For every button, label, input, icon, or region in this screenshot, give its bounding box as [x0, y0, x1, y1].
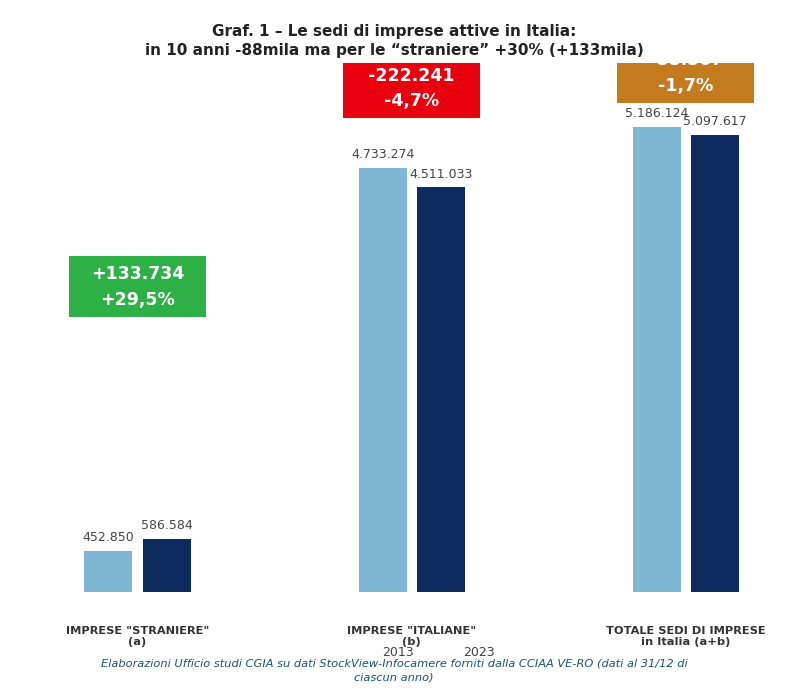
Bar — [143, 539, 191, 592]
FancyBboxPatch shape — [344, 57, 480, 118]
Text: 4.733.274: 4.733.274 — [351, 148, 414, 160]
FancyBboxPatch shape — [433, 642, 453, 663]
FancyBboxPatch shape — [617, 42, 754, 103]
Text: Graf. 1 – Le sedi di imprese attive in Italia:: Graf. 1 – Le sedi di imprese attive in I… — [212, 24, 576, 39]
Bar — [84, 551, 132, 591]
Text: 586.584: 586.584 — [141, 519, 192, 532]
Bar — [417, 188, 465, 592]
Text: -1,7%: -1,7% — [658, 76, 713, 94]
FancyBboxPatch shape — [351, 642, 372, 663]
Text: 5.186.124: 5.186.124 — [625, 107, 689, 120]
Text: 4.511.033: 4.511.033 — [409, 167, 473, 181]
Text: +29,5%: +29,5% — [100, 290, 175, 309]
Text: 5.097.617: 5.097.617 — [683, 115, 747, 128]
Bar — [691, 135, 739, 591]
Text: IMPRESE "STRANIERE"
(a): IMPRESE "STRANIERE" (a) — [66, 626, 210, 648]
Text: IMPRESE "ITALIANE"
(b): IMPRESE "ITALIANE" (b) — [347, 626, 477, 648]
Text: 452.850: 452.850 — [83, 531, 134, 544]
Text: in 10 anni -88mila ma per le “straniere” +30% (+133mila): in 10 anni -88mila ma per le “straniere”… — [145, 43, 643, 58]
Text: Elaborazioni Ufficio studi CGIA su dati StockView-Infocamere forniti dalla CCIAA: Elaborazioni Ufficio studi CGIA su dati … — [101, 659, 687, 682]
Bar — [633, 127, 681, 592]
Text: TOTALE SEDI DI IMPRESE
in Italia (a+b): TOTALE SEDI DI IMPRESE in Italia (a+b) — [606, 626, 766, 648]
Text: -222.241: -222.241 — [369, 67, 455, 85]
Bar — [359, 167, 407, 592]
Text: 2013: 2013 — [383, 646, 414, 659]
Text: +133.734: +133.734 — [91, 265, 184, 283]
Text: -88.507: -88.507 — [649, 51, 723, 69]
FancyBboxPatch shape — [69, 256, 206, 316]
Text: 2023: 2023 — [463, 646, 495, 659]
Text: -4,7%: -4,7% — [385, 92, 439, 111]
